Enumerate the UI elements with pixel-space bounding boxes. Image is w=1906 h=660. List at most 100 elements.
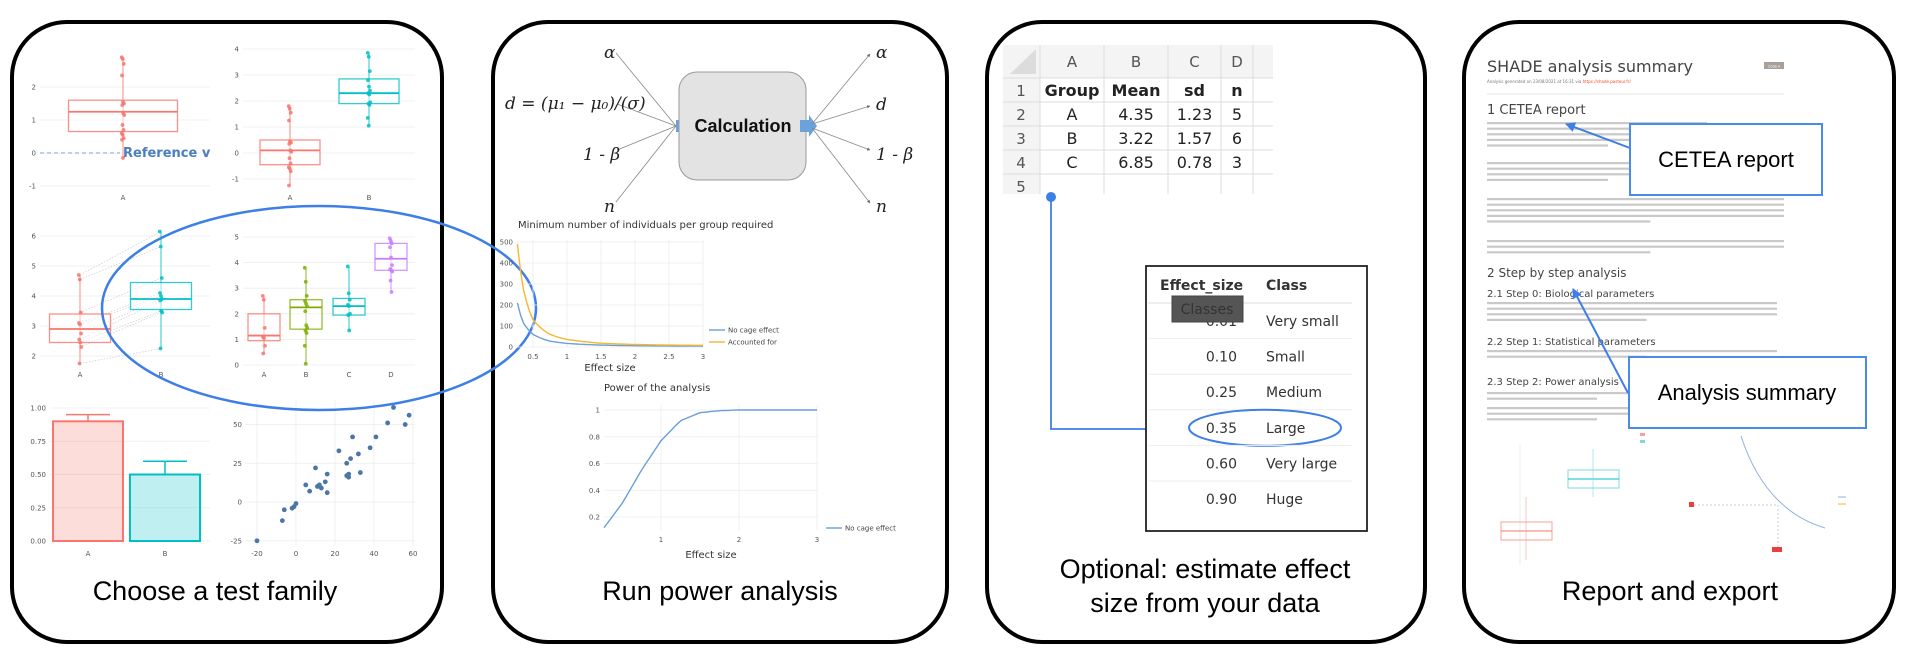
scatter-point [348,456,353,461]
data-point [388,245,392,250]
caption-estimate-effect-line2: size from your data [1090,588,1321,618]
output-arrow-icon [800,115,817,137]
row-number: 4 [1016,154,1026,172]
output-n: n [876,197,887,217]
cell: 6.85 [1118,153,1154,172]
paired-line [79,310,162,343]
input-effect-size-formula: d = (μ₁ − μ₀)/(σ) [505,94,646,114]
data-point [367,69,372,73]
x-tick-label: 3 [701,353,705,361]
x-tick-label: 40 [370,550,379,558]
data-point [366,123,371,128]
paired-line [79,298,162,334]
data-point [367,92,372,97]
x-tick-label: 2 [737,536,741,544]
data-point [287,106,292,111]
code-button-label[interactable]: Code ▾ [1768,65,1780,69]
scatter-point [254,538,260,544]
report-generated-text: Analysis generated on 23/08/2021 at 16:3… [1487,79,1583,84]
code-button[interactable] [1764,62,1784,69]
x-tick-label: C [347,371,352,379]
y-tick-label: 0 [509,344,513,352]
text-line [1487,302,1777,305]
class-value: Very large [1266,456,1337,472]
mini-legend [1640,433,1645,436]
cell: 3 [1232,153,1242,172]
section-step1: 2.2 Step 1: Statistical parameters [1487,337,1656,348]
y-tick-label: -1 [29,183,36,191]
paired-line [79,295,162,325]
data-point [77,277,82,282]
data-point [289,149,294,154]
class-value: Medium [1266,385,1322,401]
x-tick-label: 60 [409,550,418,558]
legend-label: Accounted for [728,339,777,347]
data-point [158,298,163,303]
bar-A [52,420,124,542]
x-tick-label: 1 [565,353,569,361]
data-point [366,78,370,83]
report-link[interactable]: https://shade.pasteur.fr/ [1583,79,1632,84]
scatter-point [406,412,412,418]
y-tick-label: 1.00 [30,405,46,413]
bar-B [129,473,201,542]
x-tick-label: -20 [251,550,262,558]
paired-line [79,277,162,313]
caption-run-power-analysis: Run power analysis [602,576,838,606]
y-tick-label: 1 [235,336,239,344]
text-line [1487,144,1608,147]
scatter-point [367,445,373,451]
panel-run-power-analysis [491,20,949,644]
legend-label: No cage effect [728,327,779,335]
text-line [1487,313,1777,316]
data-point [304,331,309,335]
reference-value-label: Reference val [123,146,224,161]
y-tick-label: 6 [32,233,37,241]
text-line [1487,412,1687,415]
x-tick-label: B [163,550,168,558]
y-tick-label: 0.4 [589,487,601,495]
data-point [390,269,395,274]
text-line [1487,251,1651,254]
effect-size-value: 0.35 [1206,421,1237,437]
y-tick-label: -1 [232,176,239,184]
x-tick-label: A [288,194,293,202]
data-point [367,103,372,107]
text-line [1487,214,1784,217]
paired-line [79,312,162,348]
data-point [389,290,394,294]
x-tick-label: 0.5 [527,353,538,361]
caption-choose-test-family: Choose a test family [93,576,338,606]
data-point [122,113,127,117]
effect-size-value: 0.90 [1206,492,1237,508]
column-header: A [1067,53,1078,71]
x-tick-label: 2.5 [663,353,674,361]
row-header-bar [1003,78,1040,194]
output-alpha: α [876,43,888,63]
y-tick-label: 4 [235,46,240,54]
scatter-point [356,451,361,457]
series-line-0 [516,302,704,347]
data-point [287,156,292,161]
text-line [1487,167,1707,170]
text-line [1487,245,1784,248]
data-point [120,137,124,142]
text-line [1487,220,1651,223]
callout-analysis-summary: Analysis summary [1658,380,1836,405]
output-d: d [876,95,887,115]
y-tick-label: 0.75 [30,438,46,446]
chart-title: Minimum number of individuals per group … [518,220,773,231]
x-tick-label: 3 [815,536,819,544]
x-tick-label: 2 [633,353,637,361]
power-analysis: α d = (μ₁ − μ₀)/(σ) 1 - β n Calculation … [500,43,914,561]
paired-line [79,292,162,324]
row-number: 2 [1016,106,1026,124]
y-tick-label: -25 [231,537,242,545]
data-point [347,328,352,333]
y-tick-label: 0 [32,150,36,158]
y-tick-label: 0 [235,362,239,370]
data-point [263,343,267,348]
cell: 1.23 [1177,105,1213,124]
y-tick-label: 100 [500,323,513,331]
